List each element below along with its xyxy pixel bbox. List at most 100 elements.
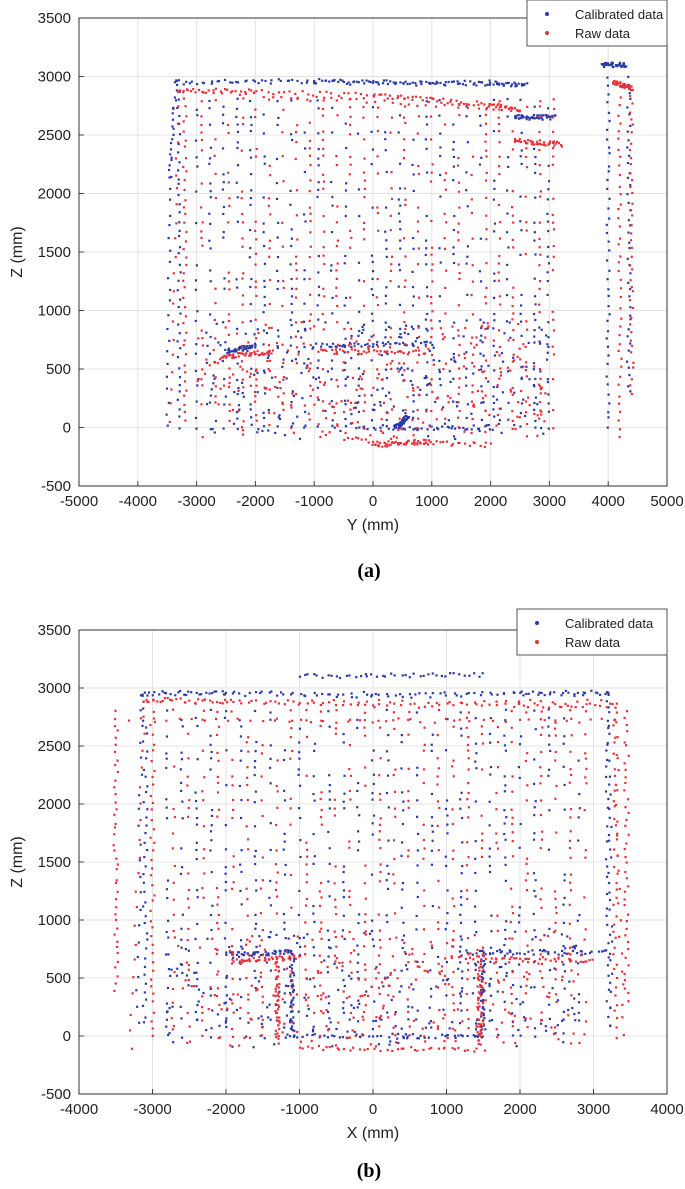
point-raw [152,992,155,995]
point-raw [393,790,397,793]
point-raw [588,702,592,705]
point-raw [524,369,527,372]
legend-box [526,0,668,47]
point-calibrated [606,178,609,182]
point-raw [444,417,447,420]
point-calibrated [208,401,212,404]
point-raw [457,181,461,184]
point-calibrated [513,391,516,394]
point-calibrated [483,962,486,966]
point-raw [159,700,162,704]
point-calibrated [412,173,415,176]
point-raw [574,960,578,963]
point-raw [278,1019,281,1023]
point-raw [495,958,498,961]
point-raw [240,344,244,348]
point-raw [377,106,380,109]
point-raw [389,131,392,134]
point-raw [320,719,323,722]
point-calibrated [268,766,272,769]
point-raw [315,95,318,99]
point-calibrated [180,718,183,722]
point-calibrated [208,352,212,355]
point-calibrated [532,368,535,371]
point-calibrated [301,397,304,400]
point-calibrated [438,359,441,362]
point-calibrated [313,691,316,695]
point-calibrated [608,807,611,810]
point-raw [254,395,257,398]
point-calibrated [578,807,581,810]
point-raw [353,345,356,348]
point-calibrated [439,195,442,198]
point-raw [363,401,367,404]
point-raw [457,334,460,337]
point-calibrated [269,711,272,714]
point-calibrated [488,982,491,986]
point-raw [410,1046,413,1049]
point-calibrated [562,1010,565,1013]
point-raw [458,956,461,959]
point-raw [350,236,353,239]
point-raw [629,94,632,98]
point-calibrated [425,393,428,396]
point-calibrated [343,937,346,941]
point-raw [294,157,297,161]
point-calibrated [177,151,180,154]
point-raw [274,888,278,892]
point-calibrated [139,891,142,894]
point-calibrated [267,1016,270,1019]
point-raw [619,255,622,258]
point-raw [616,832,619,835]
point-raw [224,356,228,359]
point-raw [499,371,503,374]
point-calibrated [342,733,345,736]
point-raw [282,108,285,111]
point-calibrated [317,157,320,160]
point-calibrated [534,895,537,898]
point-raw [232,865,235,868]
point-raw [319,1034,322,1038]
point-calibrated [460,872,463,875]
point-raw [616,976,619,980]
point-raw [171,987,175,991]
point-raw [354,91,357,94]
point-raw [552,353,556,356]
x-tick-label: 0 [369,493,377,510]
point-calibrated [342,889,346,892]
point-calibrated [211,904,214,907]
point-calibrated [428,382,432,385]
point-calibrated [270,690,273,693]
point-calibrated [603,65,606,69]
point-raw [630,255,633,258]
point-calibrated [425,327,428,330]
point-raw [478,979,481,982]
point-raw [224,698,227,701]
point-raw [599,704,602,708]
point-raw [422,781,425,785]
point-raw [552,140,556,143]
point-calibrated [222,236,225,239]
point-calibrated [400,421,403,424]
point-raw [519,718,522,721]
point-raw [526,142,529,145]
point-calibrated [479,124,482,127]
point-raw [216,987,220,990]
point-raw [349,229,352,232]
point-raw [404,121,407,125]
point-raw [376,368,379,371]
point-calibrated [540,114,543,117]
point-raw [457,263,460,266]
point-calibrated [316,195,319,198]
point-raw [483,103,486,106]
point-raw [617,902,620,905]
point-calibrated [317,181,320,184]
point-calibrated [398,263,401,266]
point-calibrated [267,354,270,357]
point-raw [627,991,630,994]
point-calibrated [181,971,184,975]
point-calibrated [290,984,293,988]
point-calibrated [461,1035,464,1038]
y-tick-label: 2500 [38,127,71,144]
point-raw [228,381,231,385]
